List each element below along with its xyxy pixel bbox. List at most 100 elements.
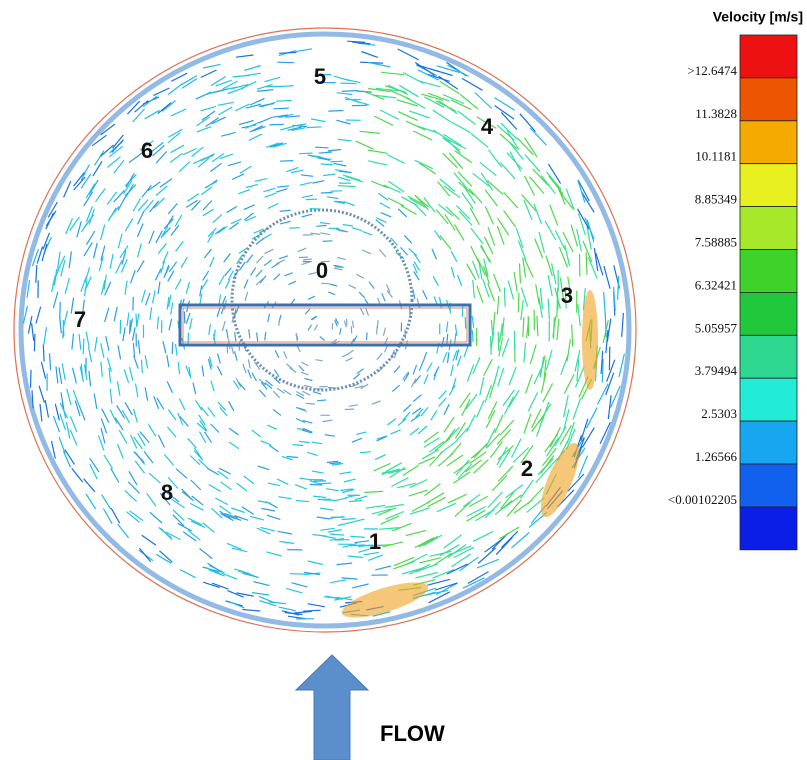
vector — [279, 256, 288, 259]
vector — [299, 366, 304, 372]
region-label: 5 — [314, 64, 326, 89]
vector — [176, 469, 187, 478]
vector — [424, 432, 439, 443]
vector — [267, 425, 277, 429]
vector — [221, 482, 232, 490]
vector — [64, 311, 68, 327]
vector — [85, 281, 88, 297]
vector — [444, 535, 462, 548]
vector — [308, 561, 323, 565]
vector — [528, 487, 544, 504]
vector — [334, 498, 347, 501]
vector — [284, 351, 287, 358]
vector — [446, 321, 447, 332]
vector — [239, 382, 246, 390]
vector — [404, 235, 412, 243]
vector — [142, 290, 146, 303]
vector — [355, 541, 370, 543]
vector — [431, 411, 437, 421]
vector — [487, 180, 503, 194]
vector — [491, 320, 493, 339]
vector — [444, 404, 449, 415]
vector — [447, 564, 468, 574]
vector — [153, 88, 169, 95]
vector — [372, 401, 381, 404]
vector — [70, 430, 77, 446]
vector — [338, 186, 356, 187]
vector — [243, 573, 259, 577]
vector — [280, 221, 290, 224]
vector — [514, 272, 517, 292]
vector — [117, 381, 120, 395]
vector — [299, 441, 310, 442]
vector — [585, 218, 594, 239]
vector — [428, 497, 446, 506]
vector — [81, 174, 91, 188]
vector — [201, 106, 217, 110]
region-label: 0 — [316, 258, 328, 283]
vector — [202, 366, 204, 377]
vector — [448, 494, 467, 503]
vector — [128, 482, 139, 494]
vector — [204, 249, 211, 258]
vector — [586, 408, 597, 429]
vector — [314, 325, 317, 331]
vector — [137, 224, 143, 237]
vector — [62, 364, 65, 380]
vector — [168, 84, 182, 95]
vector — [449, 385, 455, 395]
vector — [496, 538, 512, 555]
vector — [118, 345, 121, 359]
vector — [371, 181, 388, 188]
vector — [501, 491, 515, 508]
vector — [256, 279, 263, 285]
vector — [437, 503, 456, 511]
vector — [348, 556, 363, 558]
vector — [334, 163, 347, 166]
vector — [315, 147, 329, 148]
vector — [507, 500, 522, 517]
vector — [79, 405, 85, 420]
vector — [345, 176, 362, 182]
vector — [154, 396, 159, 409]
vector — [244, 280, 248, 289]
vector — [210, 257, 215, 267]
flow-label: FLOW — [380, 721, 445, 746]
vector — [243, 364, 246, 373]
vector — [201, 407, 208, 416]
vector — [258, 466, 270, 470]
vector — [93, 161, 102, 176]
vector — [495, 98, 515, 111]
vector — [330, 580, 346, 583]
vector — [337, 563, 353, 565]
vector — [308, 325, 311, 331]
vector — [366, 333, 367, 341]
vector — [110, 389, 112, 404]
vector — [81, 218, 91, 231]
vector — [137, 261, 144, 273]
vector — [280, 161, 293, 162]
vector — [231, 508, 245, 513]
legend-label: 8.85349 — [695, 192, 737, 207]
vector — [110, 410, 117, 424]
vector — [398, 418, 406, 425]
vector — [312, 442, 323, 444]
vector — [109, 207, 119, 219]
vector — [554, 318, 555, 339]
vector — [217, 366, 222, 375]
vector — [171, 225, 179, 236]
vector — [377, 353, 382, 360]
vector — [413, 395, 421, 402]
vector — [473, 280, 475, 298]
vector — [419, 536, 438, 546]
vector — [138, 200, 148, 211]
vector — [328, 111, 343, 112]
vector — [168, 203, 177, 214]
vector — [497, 296, 499, 315]
vector — [521, 300, 524, 320]
vector — [380, 203, 390, 209]
vector — [259, 390, 266, 397]
vector — [378, 193, 388, 200]
vector — [279, 607, 296, 611]
vector — [266, 380, 273, 386]
